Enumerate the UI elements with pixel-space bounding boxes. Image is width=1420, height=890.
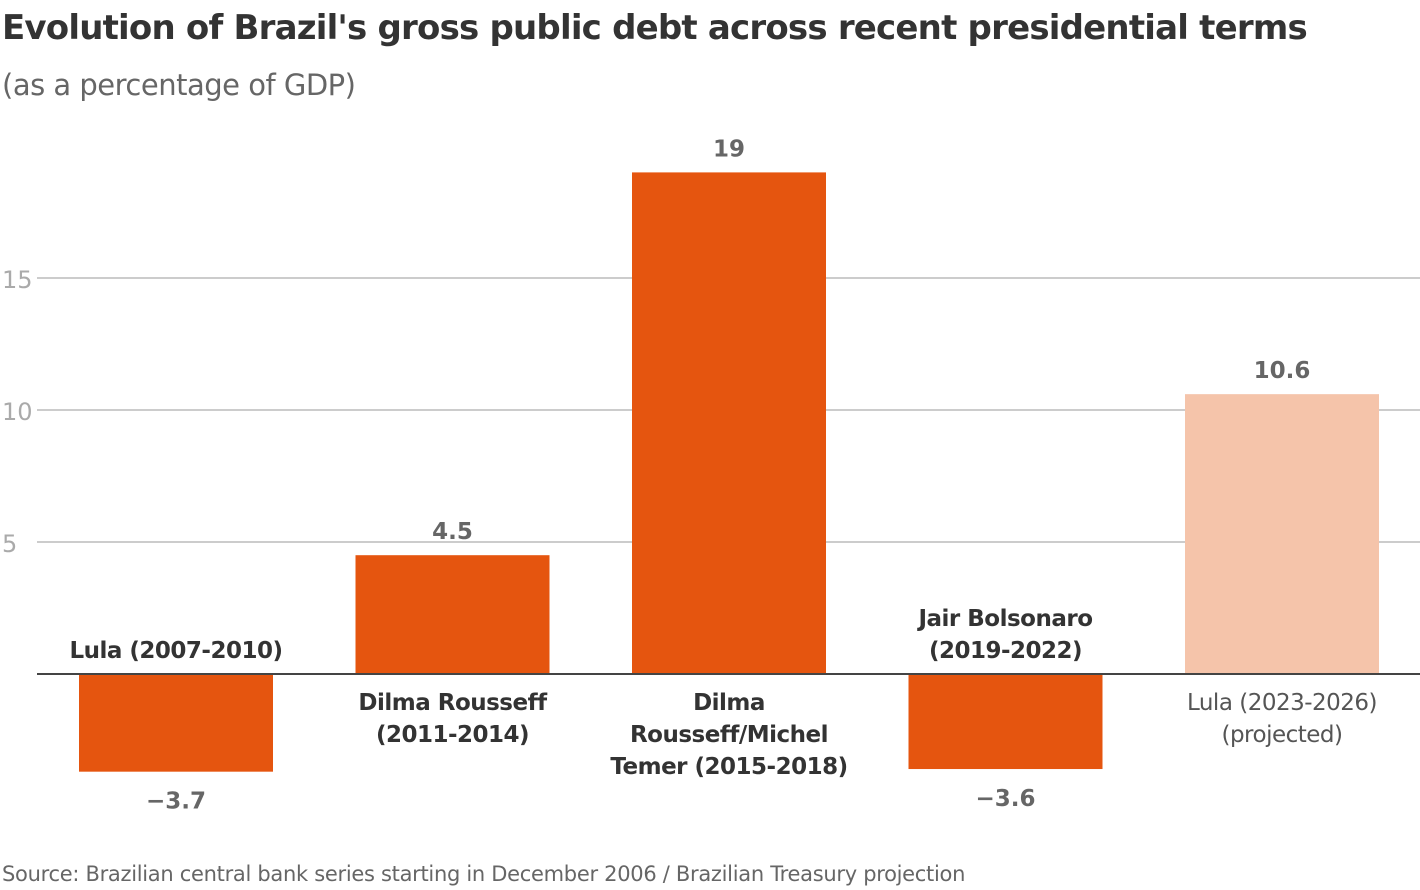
bar: [908, 674, 1103, 770]
chart-title: Evolution of Brazil's gross public debt …: [2, 8, 1308, 48]
data-label: 4.5: [432, 519, 473, 545]
chart-subtitle: (as a percentage of GDP): [2, 68, 356, 102]
bar: [632, 172, 826, 674]
y-tick-label: 5: [2, 530, 17, 558]
data-label: −3.6: [975, 786, 1035, 812]
source-note: Source: Brazilian central bank series st…: [2, 862, 966, 886]
category-label: Lula (2023-2026): [1187, 690, 1377, 716]
category-label: Lula (2007-2010): [69, 638, 282, 664]
category-label: Jair Bolsonaro: [916, 606, 1092, 632]
data-label: 10.6: [1254, 358, 1311, 384]
bar: [1185, 394, 1379, 674]
category-label: (projected): [1221, 722, 1342, 748]
category-label: Temer (2015-2018): [610, 754, 847, 780]
y-tick-label: 10: [2, 398, 33, 426]
y-tick-label: 15: [2, 266, 33, 294]
bar: [79, 674, 273, 772]
category-label: Dilma: [693, 690, 765, 716]
category-label: (2011-2014): [376, 722, 529, 748]
category-label: (2019-2022): [929, 638, 1082, 664]
data-label: 19: [713, 136, 745, 162]
category-label: Dilma Rousseff: [358, 690, 548, 716]
category-label: Rousseff/Michel: [630, 722, 828, 748]
data-label: −3.7: [146, 789, 206, 815]
bar: [355, 555, 550, 674]
